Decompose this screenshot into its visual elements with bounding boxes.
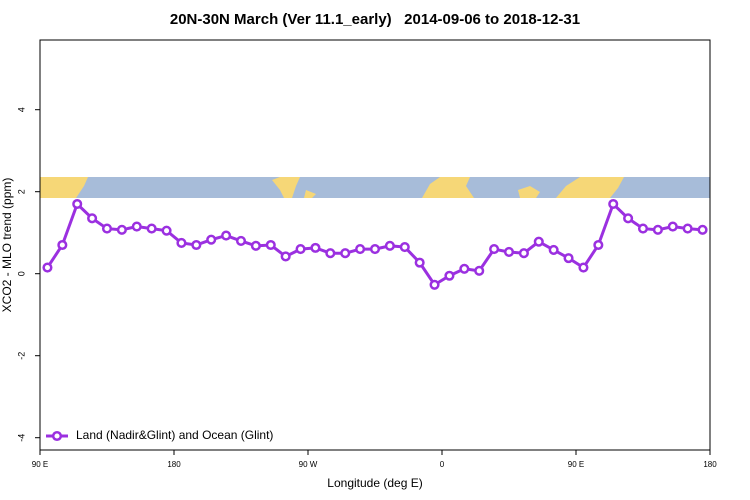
data-point (637, 223, 649, 234)
data-point (310, 242, 321, 253)
data-point (563, 253, 574, 264)
legend-marker (51, 430, 63, 442)
data-point (652, 224, 663, 235)
x-tick-label: 180 (703, 460, 717, 469)
data-point (161, 225, 172, 236)
data-point (593, 239, 604, 251)
data-point (429, 279, 440, 290)
data-point (608, 198, 619, 210)
data-point (369, 244, 381, 255)
data-point (295, 244, 306, 255)
data-point (131, 221, 142, 232)
data-point (325, 248, 336, 259)
data-point (667, 221, 678, 232)
x-tick-label: 90 E (568, 460, 584, 469)
legend-label: Land (Nadir&Glint) and Ocean (Glint) (76, 428, 273, 442)
y-tick-label: 0 (16, 271, 26, 276)
data-point (280, 251, 291, 262)
data-point (221, 230, 232, 241)
data-point (235, 235, 247, 246)
y-tick-label: -4 (16, 434, 26, 442)
data-point (548, 244, 559, 255)
data-point (191, 239, 202, 251)
data-point (72, 198, 83, 210)
data-point (518, 248, 529, 259)
data-point (623, 213, 634, 224)
data-point (87, 213, 98, 224)
data-point (444, 270, 455, 281)
plot-frame (39, 39, 711, 451)
x-axis-label: Longitude (deg E) (327, 476, 422, 490)
data-point (697, 224, 708, 235)
data-point (503, 246, 515, 258)
data-point (265, 239, 276, 251)
x-tick-label: 0 (440, 460, 445, 469)
data-point (682, 223, 693, 234)
data-point (489, 244, 500, 255)
map-strip (40, 177, 710, 198)
data-point (101, 223, 113, 234)
data-point (474, 265, 485, 276)
data-point (116, 224, 127, 235)
data-point (42, 262, 53, 273)
data-point (533, 236, 544, 247)
data-point (146, 223, 157, 234)
x-tick-label: 90 W (299, 460, 318, 469)
y-tick-label: 4 (16, 107, 26, 112)
y-tick-label: -2 (16, 352, 26, 360)
data-point (206, 234, 217, 245)
data-point (57, 239, 68, 251)
data-point (355, 244, 366, 255)
data-point (340, 248, 351, 259)
data-point (459, 263, 470, 274)
data-point (176, 237, 187, 248)
data-point (414, 257, 425, 268)
data-point (384, 240, 395, 251)
y-axis-label: XCO2 - MLO trend (ppm) (0, 178, 14, 313)
y-tick-label: 2 (16, 189, 26, 194)
x-tick-label: 90 E (32, 460, 48, 469)
data-point (399, 242, 410, 253)
x-tick-label: 180 (167, 460, 181, 469)
data-point (250, 240, 261, 251)
data-point (578, 262, 589, 273)
chart-title: 20N-30N March (Ver 11.1_early) 2014-09-0… (170, 11, 580, 28)
